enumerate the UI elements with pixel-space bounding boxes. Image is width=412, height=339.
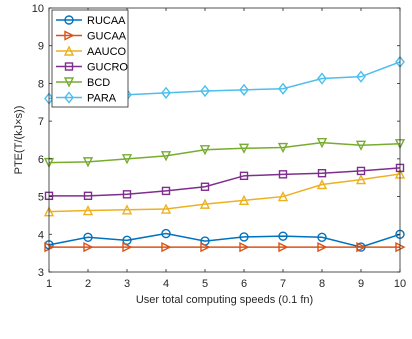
y-tick-label: 5 — [38, 192, 44, 204]
data-point — [316, 178, 328, 190]
y-tick-label: 8 — [38, 78, 44, 90]
legend-label: GUCAA — [87, 31, 127, 43]
y-tick-label: 6 — [38, 154, 44, 166]
legend-marker — [64, 91, 74, 104]
data-point — [278, 241, 289, 253]
data-point — [278, 170, 288, 179]
data-point — [122, 235, 132, 246]
data-point — [83, 232, 93, 243]
legend-marker — [64, 62, 74, 71]
legend-marker — [64, 30, 75, 41]
data-point — [160, 203, 172, 214]
legend-marker — [64, 15, 74, 25]
legend-item: GUCRO — [56, 62, 128, 74]
data-point — [161, 186, 171, 196]
data-point — [239, 171, 249, 181]
x-tick-label: 2 — [85, 278, 91, 290]
y-tick-label: 3 — [38, 267, 44, 279]
data-point — [355, 174, 367, 185]
data-point — [316, 137, 328, 149]
data-point — [82, 157, 94, 168]
data-point — [200, 84, 210, 98]
legend-marker — [63, 77, 75, 88]
x-tick-label: 8 — [319, 278, 325, 290]
x-axis-title: User total computing speeds (0.1 fn) — [136, 294, 313, 306]
data-point — [82, 204, 94, 216]
y-tick-label: 10 — [32, 3, 44, 15]
legend-item: AAUCO — [56, 45, 127, 58]
data-point — [356, 241, 367, 253]
data-point — [355, 140, 367, 151]
series-line — [49, 167, 401, 197]
data-point — [356, 166, 366, 176]
legend: RUCAA GUCAA AAUCO GUCRO BCD PARA — [51, 9, 129, 108]
data-point — [199, 198, 211, 209]
legend-marker — [63, 45, 75, 56]
x-tick-label: 6 — [241, 278, 247, 290]
axis-ticks: 1 2 3 4 5 6 7 8 9 10 3 4 5 6 7 8 9 10 — [32, 3, 406, 290]
data-point — [122, 241, 133, 253]
legend-label: AAUCO — [87, 46, 127, 58]
x-tick-label: 5 — [202, 278, 208, 290]
x-tick-label: 3 — [124, 278, 130, 290]
legend-item: GUCAA — [56, 30, 127, 43]
data-point — [200, 182, 210, 191]
data-point — [278, 231, 288, 241]
data-point — [161, 241, 172, 253]
data-point — [356, 70, 366, 83]
series-line — [48, 141, 401, 164]
series-gucaa — [44, 241, 406, 253]
data-point — [200, 241, 211, 253]
y-tick-label: 7 — [38, 116, 44, 128]
data-point — [277, 191, 289, 202]
data-point — [121, 154, 133, 165]
y-tick-label: 9 — [38, 41, 44, 53]
y-tick-label: 4 — [38, 229, 44, 241]
legend-item: BCD — [56, 77, 110, 89]
data-point — [277, 142, 289, 154]
data-point — [161, 228, 171, 239]
data-point — [317, 241, 328, 253]
legend-label: BCD — [87, 77, 110, 89]
data-point — [121, 204, 133, 215]
data-point — [83, 241, 94, 253]
data-point — [239, 241, 250, 253]
data-point — [239, 232, 249, 242]
x-tick-label: 7 — [280, 278, 286, 290]
plot-frame — [48, 7, 401, 273]
legend-label: RUCAA — [87, 15, 126, 27]
series-line — [48, 173, 401, 213]
x-tick-label: 10 — [394, 278, 406, 290]
data-point — [238, 143, 250, 154]
y-axis-title: PTE(T/(kJ×s)) — [13, 106, 25, 175]
data-point — [317, 168, 327, 178]
data-point — [83, 191, 93, 201]
legend-item: PARA — [56, 91, 117, 105]
data-point — [238, 194, 250, 206]
legend-item: RUCAA — [56, 15, 126, 27]
data-point — [160, 151, 172, 162]
legend-label: GUCRO — [87, 62, 128, 74]
data-point — [122, 190, 132, 199]
data-point — [161, 86, 171, 99]
legend-label: PARA — [87, 93, 117, 105]
x-tick-label: 4 — [163, 278, 169, 290]
data-point — [317, 72, 327, 85]
data-point — [278, 82, 288, 95]
x-tick-label: 9 — [358, 278, 364, 290]
series-line — [48, 232, 401, 248]
x-tick-label: 1 — [46, 278, 52, 290]
data-point — [317, 232, 327, 243]
data-point — [199, 145, 211, 156]
legend-box — [51, 9, 129, 108]
data-point — [239, 83, 249, 96]
